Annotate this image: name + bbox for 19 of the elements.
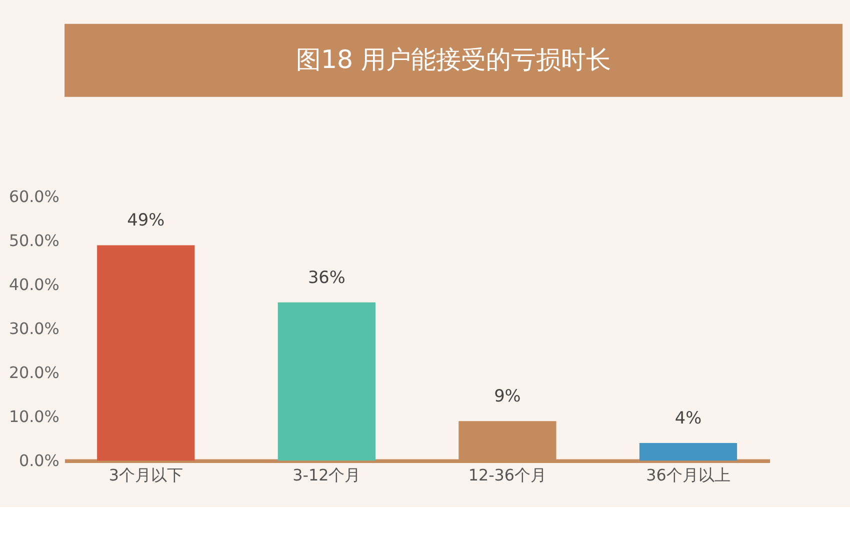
x-tick-label: 12-36个月 (468, 466, 547, 485)
y-tick-label: 40.0% (8, 274, 60, 294)
y-tick-label: 0.0% (19, 450, 60, 470)
x-tick-label: 36个月以上 (646, 466, 730, 485)
y-tick-label: 30.0% (8, 318, 60, 338)
data-label: 36% (308, 266, 346, 287)
bar (639, 443, 738, 461)
y-tick-label: 60.0% (8, 187, 60, 206)
data-label: 9% (494, 385, 521, 406)
bar (278, 302, 376, 461)
x-tick-label: 3个月以下 (108, 466, 183, 485)
bar (97, 245, 195, 461)
y-tick-label: 50.0% (8, 231, 60, 250)
y-tick-label: 20.0% (8, 362, 60, 382)
x-tick-label: 3-12个月 (292, 466, 361, 485)
chart-title: 图18 用户能接受的亏损时长 (296, 44, 612, 74)
y-tick-label: 10.0% (8, 406, 60, 426)
data-label: 49% (127, 210, 165, 230)
data-label: 4% (674, 407, 702, 428)
